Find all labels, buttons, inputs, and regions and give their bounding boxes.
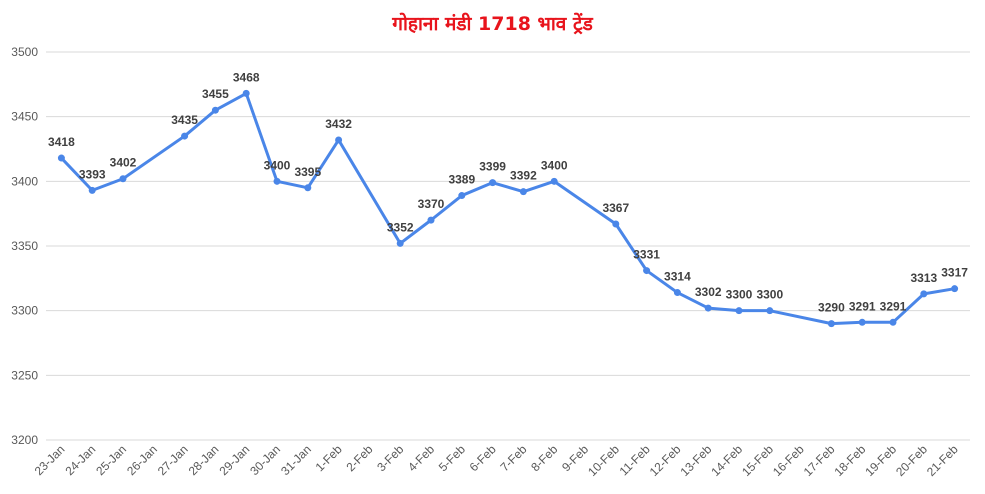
data-point [704, 304, 712, 312]
data-label: 3435 [171, 113, 198, 127]
data-label: 3402 [110, 156, 137, 170]
data-label: 3302 [695, 285, 722, 299]
x-tick-label: 19-Feb [862, 442, 899, 479]
data-point [673, 289, 681, 297]
data-label: 3455 [202, 87, 229, 101]
x-tick-label: 12-Feb [647, 442, 684, 479]
data-label: 3290 [818, 301, 845, 315]
data-point [550, 177, 558, 185]
x-tick-label: 26-Jan [124, 442, 160, 478]
data-point [951, 285, 959, 293]
data-label: 3331 [633, 248, 660, 262]
data-point [335, 136, 343, 144]
x-tick-label: 27-Jan [155, 442, 191, 478]
x-tick-label: 29-Jan [216, 442, 252, 478]
x-tick-label: 3-Feb [374, 442, 406, 474]
data-point [612, 220, 620, 228]
data-label: 3399 [479, 160, 506, 174]
data-label: 3313 [910, 271, 937, 285]
data-point [88, 186, 96, 194]
data-label: 3418 [48, 135, 75, 149]
x-tick-label: 30-Jan [247, 442, 283, 478]
x-tick-label: 10-Feb [585, 442, 622, 479]
x-tick-label: 20-Feb [893, 442, 930, 479]
x-tick-label: 21-Feb [924, 442, 961, 479]
data-point [211, 106, 219, 114]
data-label: 3300 [756, 288, 783, 302]
x-tick-label: 14-Feb [708, 442, 745, 479]
y-tick-label: 3350 [11, 239, 38, 253]
y-tick-label: 3200 [11, 433, 38, 447]
data-label: 3367 [602, 201, 629, 215]
data-label: 3395 [294, 165, 321, 179]
y-tick-label: 3400 [11, 174, 38, 188]
data-point [242, 89, 250, 97]
data-label: 3468 [233, 70, 260, 84]
x-tick-label: 11-Feb [617, 442, 653, 478]
data-point [920, 290, 928, 298]
data-label: 3317 [941, 266, 968, 280]
data-point [427, 216, 435, 224]
data-label: 3400 [541, 158, 568, 172]
x-tick-label: 31-Jan [278, 442, 314, 478]
data-label: 3352 [387, 220, 414, 234]
x-tick-label: 13-Feb [678, 442, 715, 479]
x-tick-label: 6-Feb [467, 442, 499, 474]
data-point [889, 318, 897, 326]
data-label: 3393 [79, 167, 106, 181]
data-point [273, 177, 281, 185]
y-tick-label: 3250 [11, 368, 38, 382]
y-tick-label: 3500 [11, 45, 38, 59]
data-label: 3291 [849, 299, 876, 313]
data-label: 3392 [510, 169, 537, 183]
y-tick-label: 3450 [11, 110, 38, 124]
x-tick-label: 15-Feb [739, 442, 776, 479]
data-label: 3400 [264, 158, 291, 172]
data-point [57, 154, 65, 162]
data-label: 3300 [726, 288, 753, 302]
x-tick-label: 8-Feb [528, 442, 560, 474]
y-tick-label: 3300 [11, 304, 38, 318]
x-tick-label: 24-Jan [62, 442, 98, 478]
x-tick-label: 23-Jan [32, 442, 68, 478]
data-point [119, 175, 127, 183]
x-tick-label: 7-Feb [497, 442, 529, 474]
data-point [489, 179, 497, 187]
data-label: 3314 [664, 270, 691, 284]
x-tick-label: 16-Feb [770, 442, 807, 479]
data-point [643, 267, 651, 275]
x-tick-label: 28-Jan [186, 442, 222, 478]
data-point [827, 320, 835, 328]
data-point [396, 239, 404, 247]
x-tick-label: 5-Feb [436, 442, 468, 474]
data-point [458, 192, 466, 200]
series-line [60, 91, 955, 326]
data-point [181, 132, 189, 140]
data-point [766, 307, 774, 315]
data-point [304, 184, 312, 192]
data-label: 3432 [325, 117, 352, 131]
data-label: 3370 [418, 197, 445, 211]
x-tick-label: 25-Jan [93, 442, 129, 478]
x-tick-label: 17-Feb [801, 442, 838, 479]
data-point [858, 318, 866, 326]
x-tick-label: 18-Feb [832, 442, 869, 479]
x-tick-label: 4-Feb [405, 442, 437, 474]
data-point [735, 307, 743, 315]
chart-title: गोहाना मंडी 1718 भाव ट्रेंड [392, 13, 593, 35]
data-label: 3389 [448, 173, 475, 187]
data-point [519, 188, 527, 196]
x-tick-label: 1-Feb [313, 442, 345, 474]
x-tick-label: 2-Feb [343, 442, 375, 474]
data-label: 3291 [880, 299, 907, 313]
